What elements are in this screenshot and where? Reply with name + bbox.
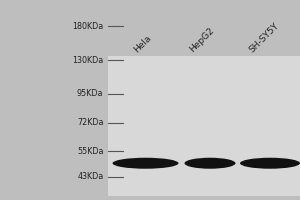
Text: 180KDa: 180KDa <box>72 22 104 31</box>
Text: Hela: Hela <box>132 33 153 54</box>
Text: HepG2: HepG2 <box>188 26 216 54</box>
Text: SH-SY5Y: SH-SY5Y <box>248 21 281 54</box>
Text: 95KDa: 95KDa <box>77 89 104 98</box>
Bar <box>108 56 300 196</box>
Text: 55KDa: 55KDa <box>77 147 104 156</box>
Text: 43KDa: 43KDa <box>77 172 104 181</box>
Text: 72KDa: 72KDa <box>77 118 104 127</box>
Text: 130KDa: 130KDa <box>72 56 104 65</box>
Ellipse shape <box>112 158 178 169</box>
Ellipse shape <box>240 158 300 169</box>
Ellipse shape <box>184 158 236 169</box>
